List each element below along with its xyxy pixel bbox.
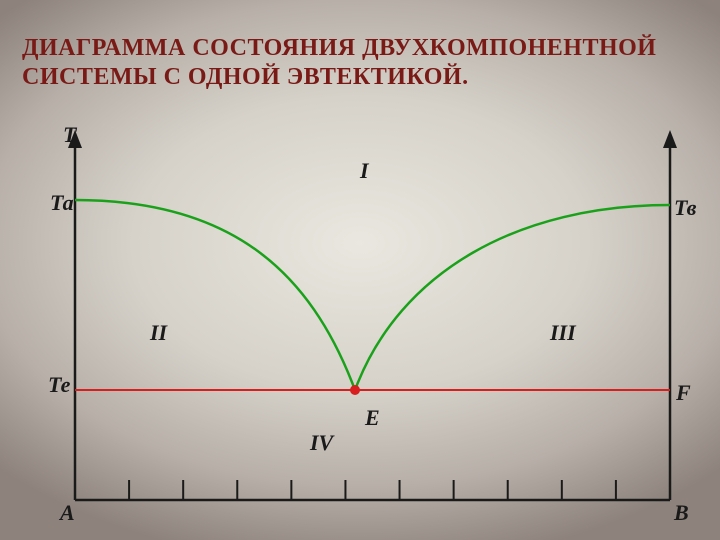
title-line-1: ДИАГРАММА СОСТОЯНИЯ ДВУХКОМПОНЕНТНОЙ [22, 35, 656, 61]
label-IV: IV [310, 430, 333, 456]
label-B: В [674, 500, 689, 526]
diagram-title: ДИАГРАММА СОСТОЯНИЯ ДВУХКОМПОНЕНТНОЙ СИС… [22, 34, 698, 92]
label-Ta: Та [50, 190, 74, 216]
label-III: III [550, 320, 576, 346]
label-Tb: Тв [674, 195, 696, 221]
label-II: II [150, 320, 167, 346]
title-line-2: СИСТЕМЫ С ОДНОЙ ЭВТЕКТИКОЙ. [22, 64, 469, 90]
phase-diagram: Т Та Тв Те I II III IV Е F А В [20, 110, 700, 530]
label-T: Т [63, 122, 76, 148]
label-I: I [360, 158, 369, 184]
label-F: F [676, 380, 691, 406]
label-E: Е [365, 405, 380, 431]
label-Te: Те [48, 372, 70, 398]
label-A: А [60, 500, 75, 526]
